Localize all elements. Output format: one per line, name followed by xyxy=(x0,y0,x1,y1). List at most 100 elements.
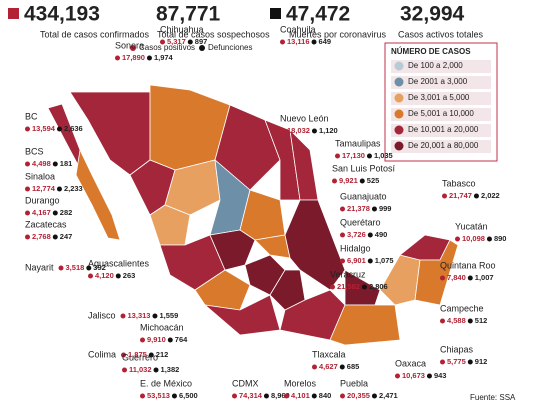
state-name: BCS xyxy=(25,146,44,156)
death-dot xyxy=(52,234,58,240)
death-dot xyxy=(311,39,317,45)
state-name: Veracruz xyxy=(330,269,366,279)
scale-swatch xyxy=(391,92,491,105)
state-label: Morelos 4,101 840 xyxy=(284,378,331,400)
stat-value: 32,994 xyxy=(400,3,465,26)
case-dot xyxy=(25,234,30,240)
death-dot xyxy=(367,258,373,264)
death-dot xyxy=(359,178,365,184)
state-name: Querétaro xyxy=(340,217,381,227)
state-label: Chiapas 5,775 912 xyxy=(440,344,487,366)
case-dot xyxy=(232,393,237,399)
region xyxy=(214,104,281,191)
scale-dot xyxy=(394,125,404,135)
state-label: Quintana Roo 7,840 1,007 xyxy=(440,260,496,282)
state-label: Puebla 20,355 2,471 xyxy=(340,378,398,400)
case-dot xyxy=(140,337,145,343)
deaths: 840 xyxy=(319,391,332,400)
state-name: E. de México xyxy=(140,378,192,388)
case-dot xyxy=(58,265,64,271)
case-dot xyxy=(121,352,127,358)
case-dot xyxy=(312,364,317,370)
state-label: Hidalgo 6,901 1,075 xyxy=(340,243,394,265)
state-name: Michoacán xyxy=(140,322,184,332)
cases: 18,032 xyxy=(287,126,310,135)
state-label: E. de México 53,513 6,500 xyxy=(140,378,198,400)
death-dot xyxy=(187,39,193,45)
stat-value: 87,771 xyxy=(156,3,221,26)
deaths: 912 xyxy=(475,357,488,366)
cases: 4,627 xyxy=(319,362,338,371)
deaths: 512 xyxy=(475,316,488,325)
cases: 3,518 xyxy=(66,263,85,272)
cases: 1,875 xyxy=(128,350,147,359)
death-dot xyxy=(367,232,373,238)
state-label: Campeche 4,588 512 xyxy=(440,303,487,325)
cases: 4,498 xyxy=(32,159,51,168)
state-name: Hidalgo xyxy=(340,243,371,253)
deaths: 897 xyxy=(195,37,208,46)
state-name: Chihuahua xyxy=(160,24,204,34)
cases: 2,768 xyxy=(32,232,51,241)
death-dot xyxy=(366,153,372,159)
scale-swatch xyxy=(391,108,491,121)
death-dot xyxy=(473,193,479,199)
region xyxy=(414,239,459,306)
case-dot xyxy=(122,367,127,373)
deaths: 282 xyxy=(60,208,73,217)
scale-legend: NÚMERO DE CASOS De 100 a 2,000 De 2001 a … xyxy=(384,42,498,162)
scale-swatch xyxy=(391,76,491,89)
region xyxy=(209,229,256,271)
case-dot xyxy=(332,178,337,184)
cases: 21,378 xyxy=(347,204,370,213)
case-dot xyxy=(280,128,285,134)
cases: 21,582 xyxy=(337,282,360,291)
cases: 17,890 xyxy=(122,53,145,62)
case-dot xyxy=(440,318,445,324)
state-label: Tabasco 21,747 2,022 xyxy=(442,178,500,200)
state-label: Michoacán 9,910 764 xyxy=(140,322,188,344)
deaths: 490 xyxy=(375,230,388,239)
cases: 53,513 xyxy=(147,391,170,400)
scale-swatch xyxy=(391,60,491,73)
death-dot xyxy=(146,55,152,61)
cases: 21,747 xyxy=(449,191,472,200)
stat-icon xyxy=(8,8,19,19)
death-dot xyxy=(56,126,62,132)
deaths: 999 xyxy=(379,204,392,213)
scale-swatch xyxy=(391,124,491,137)
cases: 4,101 xyxy=(291,391,310,400)
state-name: Puebla xyxy=(340,378,368,388)
cases: 13,594 xyxy=(32,124,56,133)
cases: 6,901 xyxy=(347,256,366,265)
scale-swatch xyxy=(391,140,491,153)
state-label: Zacatecas 2,768 247 xyxy=(25,219,72,241)
state-name: Durango xyxy=(25,195,60,205)
deaths: 649 xyxy=(319,37,332,46)
scale-dot xyxy=(394,61,404,71)
state-name: Sinaloa xyxy=(25,171,55,181)
state-label: CDMX 74,314 8,969 xyxy=(232,378,290,400)
legend-dot xyxy=(199,45,205,51)
case-dot xyxy=(120,313,126,319)
map xyxy=(47,84,459,346)
state-label: Oaxaca 10,673 943 xyxy=(395,358,446,380)
state-label: Durango 4,167 282 xyxy=(25,195,72,217)
death-dot xyxy=(115,273,121,279)
state-name: San Luis Potosí xyxy=(332,163,396,173)
state-name: Zacatecas xyxy=(25,219,67,229)
deaths: 1,075 xyxy=(375,256,394,265)
state-label: Yucatán 10,098 890 xyxy=(455,221,506,243)
state-name: Jalisco xyxy=(88,310,116,320)
state-name: Guerrero xyxy=(122,352,158,362)
cases: 11,032 xyxy=(129,365,152,374)
state-label: Sonora 17,890 1,974 xyxy=(115,40,174,62)
state-name: CDMX xyxy=(232,378,259,388)
scale-dot xyxy=(394,93,404,103)
state-name: Chiapas xyxy=(440,344,474,354)
death-dot xyxy=(52,161,58,167)
case-dot xyxy=(440,275,445,281)
state-name: Quintana Roo xyxy=(440,260,496,270)
cases: 4,120 xyxy=(95,271,114,280)
cases: 5,775 xyxy=(447,357,466,366)
